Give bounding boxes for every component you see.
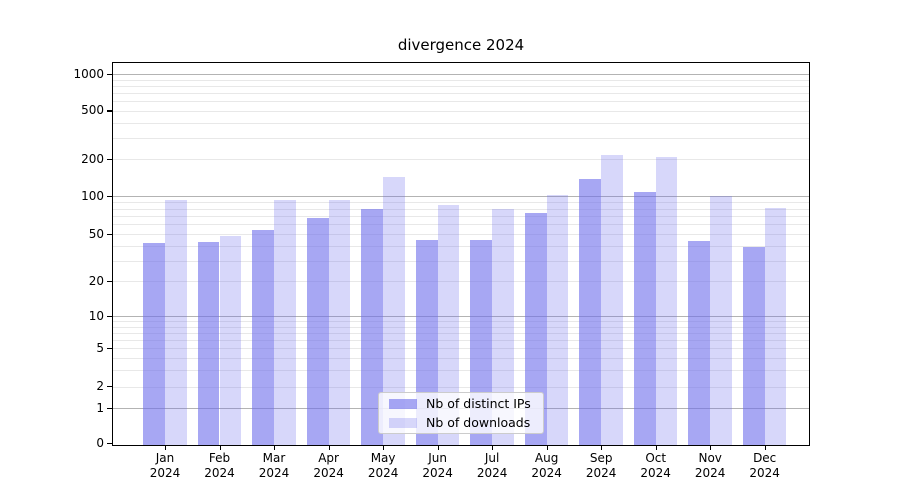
x-tick-label-mar: Mar 2024: [258, 451, 290, 480]
x-tick-mark-jan: [165, 446, 167, 450]
bar-nb-of-distinct-ips-may: [361, 208, 384, 445]
bar-nb-of-distinct-ips-jan: [143, 243, 165, 445]
gridline-y-700: [113, 93, 809, 95]
y-tick-label-100: 100: [81, 188, 104, 203]
gridline-y-30: [113, 260, 809, 262]
y-tick-label-2: 2: [96, 379, 104, 394]
x-tick-label-jan: Jan 2024: [149, 451, 181, 480]
x-tick-mark-jun: [437, 446, 439, 450]
x-tick-label-apr: Apr 2024: [313, 451, 344, 480]
bar-nb-of-distinct-ips-mar: [252, 229, 274, 445]
bar-nb-of-distinct-ips-nov: [688, 240, 711, 445]
gridline-y-80: [113, 208, 809, 210]
legend-label-downloads: Nb of downloads: [426, 415, 531, 430]
y-tick-label-10: 10: [88, 308, 104, 323]
gridline-y-6: [113, 339, 809, 341]
y-tick-label-5: 5: [96, 340, 104, 355]
gridline-y-60: [113, 224, 809, 226]
gridline-y-600: [113, 101, 809, 103]
x-tick-mark-oct: [655, 446, 657, 450]
x-tick-label-aug: Aug 2024: [531, 451, 562, 480]
gridline-y-4: [113, 357, 809, 359]
bar-nb-of-distinct-ips-oct: [633, 192, 656, 445]
gridline-y-70: [113, 215, 809, 217]
bar-nb-of-downloads-jun: [437, 205, 460, 445]
bar-nb-of-downloads-mar: [274, 200, 296, 445]
y-tick-label-0: 0: [96, 436, 104, 450]
gridline-y-20: [113, 281, 809, 283]
x-tick-mark-jul: [492, 446, 494, 450]
legend-item-distinct-ips: Nb of distinct IPs: [389, 396, 543, 411]
legend-swatch-distinct-ips: [389, 398, 417, 409]
legend-swatch-downloads: [389, 417, 417, 428]
x-tick-mark-apr: [328, 446, 330, 450]
x-tick-mark-nov: [710, 446, 712, 450]
gridline-y-10: [113, 316, 809, 318]
y-tick-label-500: 500: [81, 103, 104, 118]
bar-nb-of-distinct-ips-sep: [579, 178, 602, 445]
legend-item-downloads: Nb of downloads: [389, 415, 543, 430]
gridline-y-900: [113, 79, 809, 81]
gridline-y-8: [113, 326, 809, 328]
chart-title: divergence 2024: [397, 36, 525, 54]
x-tick-label-jul: Jul 2024: [476, 451, 508, 480]
y-tick-label-1: 1: [96, 400, 104, 415]
bar-nb-of-downloads-apr: [328, 200, 351, 445]
x-tick-mark-dec: [764, 446, 766, 450]
gridline-y-400: [113, 122, 809, 124]
x-tick-mark-feb: [219, 446, 221, 450]
y-tick-label-50: 50: [88, 226, 104, 241]
x-tick-label-nov: Nov 2024: [694, 451, 726, 480]
gridline-y-500: [113, 110, 809, 112]
bar-nb-of-downloads-jan: [165, 200, 187, 445]
x-tick-label-dec: Dec 2024: [749, 451, 780, 480]
bar-nb-of-downloads-jul: [492, 209, 514, 445]
gridline-y-50: [113, 234, 809, 236]
bar-nb-of-downloads-feb: [219, 236, 242, 445]
bar-nb-of-distinct-ips-aug: [524, 212, 547, 445]
bar-nb-of-downloads-oct: [655, 157, 678, 445]
gridline-y-1000: [113, 74, 809, 76]
x-tick-mark-sep: [601, 446, 603, 450]
x-tick-label-sep: Sep 2024: [585, 451, 617, 480]
gridline-y-40: [113, 245, 809, 247]
bar-nb-of-downloads-may: [383, 177, 405, 445]
gridline-y-800: [113, 86, 809, 88]
bar-nb-of-downloads-sep: [601, 154, 623, 445]
bar-nb-of-downloads-dec: [764, 207, 787, 445]
gridline-y-300: [113, 137, 809, 139]
bar-nb-of-distinct-ips-dec: [742, 246, 765, 445]
gridline-y-7: [113, 332, 809, 334]
gridline-y-5: [113, 348, 809, 350]
gridline-y-90: [113, 202, 809, 204]
bar-nb-of-distinct-ips-feb: [197, 241, 220, 445]
y-tick-label-1000: 1000: [73, 66, 104, 81]
gridline-y-100: [113, 196, 809, 198]
x-tick-label-may: May 2024: [367, 451, 399, 480]
x-tick-label-oct: Oct 2024: [640, 451, 671, 480]
y-tick-label-200: 200: [81, 151, 104, 166]
gridline-y-3: [113, 369, 809, 371]
x-tick-mark-may: [383, 446, 385, 450]
y-tick-label-20: 20: [88, 273, 104, 288]
x-tick-label-jun: Jun 2024: [422, 451, 453, 480]
bar-nb-of-distinct-ips-apr: [306, 218, 329, 445]
x-tick-label-feb: Feb 2024: [204, 451, 235, 480]
plot-area: [112, 62, 810, 446]
bar-nb-of-downloads-aug: [546, 194, 569, 445]
gridline-y-9: [113, 321, 809, 323]
x-tick-mark-aug: [546, 446, 548, 450]
x-tick-mark-mar: [274, 446, 276, 450]
gridline-y-2: [113, 386, 809, 388]
bar-nb-of-downloads-nov: [710, 195, 732, 445]
legend: Nb of distinct IPs Nb of downloads: [378, 392, 544, 434]
legend-label-distinct-ips: Nb of distinct IPs: [426, 396, 531, 411]
gridline-y-200: [113, 159, 809, 160]
